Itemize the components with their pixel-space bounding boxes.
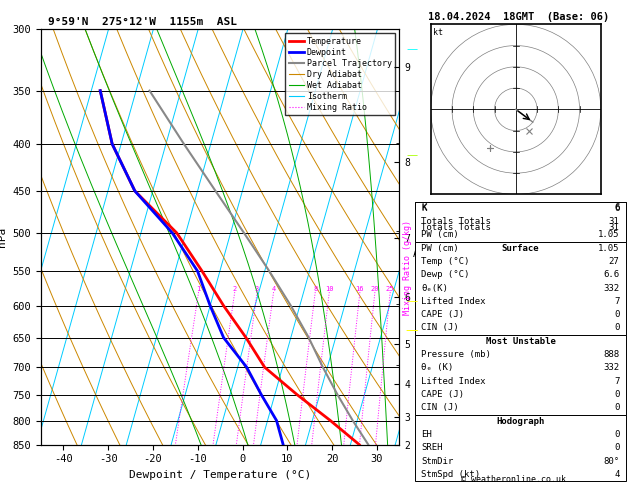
Text: © weatheronline.co.uk: © weatheronline.co.uk — [462, 474, 566, 484]
Text: 6: 6 — [614, 203, 620, 212]
Text: 3: 3 — [255, 286, 259, 292]
Text: 1: 1 — [196, 286, 201, 292]
Text: 10: 10 — [325, 286, 333, 292]
Text: Lifted Index: Lifted Index — [421, 297, 486, 306]
Text: 8: 8 — [313, 286, 318, 292]
Bar — [415, 202, 626, 242]
Text: K: K — [421, 204, 427, 213]
Text: Mixing Ratio (g/kg): Mixing Ratio (g/kg) — [403, 220, 412, 315]
Text: 18.04.2024  18GMT  (Base: 06): 18.04.2024 18GMT (Base: 06) — [428, 12, 609, 22]
Text: 9°59'N  275°12'W  1155m  ASL: 9°59'N 275°12'W 1155m ASL — [48, 17, 237, 27]
Text: SREH: SREH — [421, 443, 443, 452]
Text: Totals Totals: Totals Totals — [421, 223, 491, 232]
Text: StmDir: StmDir — [421, 456, 454, 466]
Text: 0: 0 — [614, 390, 620, 399]
Text: —: — — [406, 44, 418, 53]
X-axis label: Dewpoint / Temperature (°C): Dewpoint / Temperature (°C) — [129, 470, 311, 480]
Text: Dewp (°C): Dewp (°C) — [421, 270, 470, 279]
Text: 0: 0 — [614, 430, 620, 439]
Text: 4: 4 — [272, 286, 276, 292]
Bar — [415, 202, 626, 263]
Text: K: K — [421, 203, 427, 212]
Text: PW (cm): PW (cm) — [421, 230, 459, 239]
Text: Surface: Surface — [502, 243, 539, 253]
Text: Temp (°C): Temp (°C) — [421, 257, 470, 266]
Text: Lifted Index: Lifted Index — [421, 377, 486, 386]
Text: 0: 0 — [614, 324, 620, 332]
Text: StmSpd (kt): StmSpd (kt) — [421, 470, 481, 479]
Text: Totals Totals: Totals Totals — [421, 217, 491, 226]
Text: 7: 7 — [614, 297, 620, 306]
Text: 80°: 80° — [603, 456, 620, 466]
Text: CIN (J): CIN (J) — [421, 324, 459, 332]
Text: CAPE (J): CAPE (J) — [421, 390, 464, 399]
Text: 25: 25 — [386, 286, 394, 292]
Text: Most Unstable: Most Unstable — [486, 337, 555, 346]
Text: 0: 0 — [614, 310, 620, 319]
Y-axis label: km
ASL: km ASL — [413, 237, 430, 259]
Bar — [415, 242, 626, 335]
Y-axis label: hPa: hPa — [0, 227, 7, 247]
Text: EH: EH — [421, 430, 432, 439]
Text: 1.05: 1.05 — [598, 230, 620, 239]
Text: θₑ(K): θₑ(K) — [421, 283, 448, 293]
Text: 6.6: 6.6 — [603, 270, 620, 279]
Text: 6: 6 — [614, 204, 620, 213]
Text: 27: 27 — [609, 257, 620, 266]
Text: 332: 332 — [603, 283, 620, 293]
Text: 332: 332 — [603, 364, 620, 372]
Text: 31: 31 — [609, 217, 620, 226]
Text: —: — — [406, 296, 418, 306]
Text: 16: 16 — [355, 286, 364, 292]
Text: 31: 31 — [609, 223, 620, 232]
Text: —: — — [406, 151, 418, 160]
Text: CAPE (J): CAPE (J) — [421, 310, 464, 319]
Text: 20: 20 — [370, 286, 379, 292]
Bar — [415, 415, 626, 481]
Text: θₑ (K): θₑ (K) — [421, 364, 454, 372]
Text: —: — — [406, 324, 418, 337]
Text: Pressure (mb): Pressure (mb) — [421, 350, 491, 359]
Text: 2: 2 — [233, 286, 237, 292]
Text: 7: 7 — [614, 377, 620, 386]
Text: 1.05: 1.05 — [598, 243, 620, 253]
Text: Hodograph: Hodograph — [496, 417, 545, 426]
Text: CIN (J): CIN (J) — [421, 403, 459, 412]
Text: 4: 4 — [614, 470, 620, 479]
Text: kt: kt — [433, 28, 443, 37]
Legend: Temperature, Dewpoint, Parcel Trajectory, Dry Adiabat, Wet Adiabat, Isotherm, Mi: Temperature, Dewpoint, Parcel Trajectory… — [285, 34, 395, 116]
Bar — [415, 335, 626, 415]
Text: 0: 0 — [614, 443, 620, 452]
Text: PW (cm): PW (cm) — [421, 243, 459, 253]
Text: 0: 0 — [614, 403, 620, 412]
Text: 888: 888 — [603, 350, 620, 359]
